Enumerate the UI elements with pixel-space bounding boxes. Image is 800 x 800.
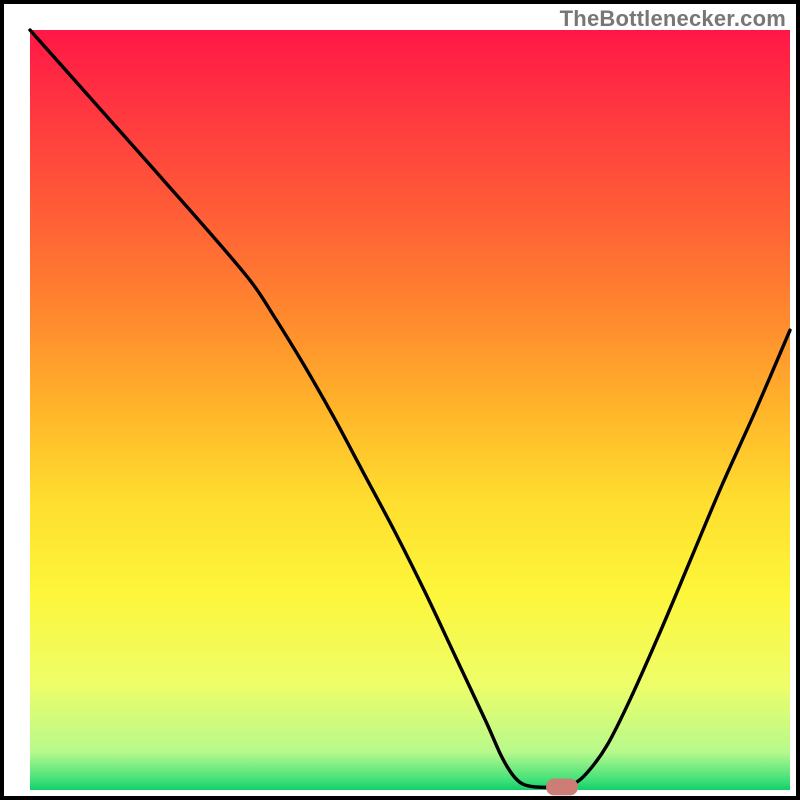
gradient-background — [30, 30, 790, 790]
chart-container: TheBottlenecker.com — [0, 0, 800, 800]
gradient-chart — [0, 0, 800, 800]
optimal-point-marker — [546, 779, 578, 796]
watermark-text: TheBottlenecker.com — [560, 6, 786, 32]
